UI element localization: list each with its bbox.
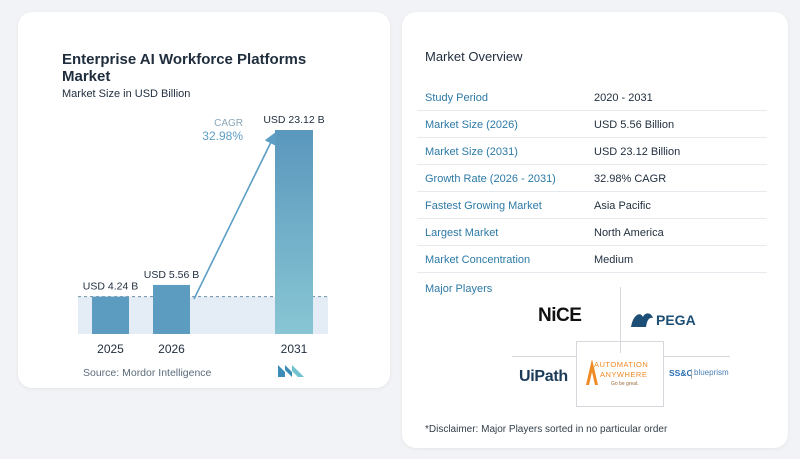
overview-value: USD 23.12 Billion bbox=[594, 146, 681, 158]
grid-divider bbox=[620, 287, 621, 353]
nice-logo: NiCE bbox=[538, 305, 582, 326]
bar-2026 bbox=[153, 284, 190, 334]
major-players-title: Major Players bbox=[425, 283, 493, 295]
overview-label: Market Concentration bbox=[425, 254, 531, 266]
ssc-logo: SS&C bbox=[669, 368, 693, 378]
pega-logo: PEGA bbox=[656, 312, 696, 328]
bar-2031 bbox=[275, 130, 313, 334]
bar-2025 bbox=[92, 296, 129, 334]
tick-label-2031: 2031 bbox=[281, 342, 308, 356]
automation-anywhere-line2: ANYWHERE bbox=[600, 370, 648, 379]
overview-label: Fastest Growing Market bbox=[425, 200, 542, 212]
overview-label: Study Period bbox=[425, 92, 488, 104]
data-label-2026: USD 5.56 B bbox=[144, 269, 199, 281]
grid-cell-border bbox=[576, 341, 664, 407]
automation-anywhere-tagline: Go be great. bbox=[611, 381, 639, 387]
overview-label: Growth Rate (2026 - 2031) bbox=[425, 173, 556, 185]
chart-subtitle: Market Size in USD Billion bbox=[62, 88, 191, 100]
data-label-2031: USD 23.12 B bbox=[263, 114, 324, 126]
pega-logo-icon bbox=[631, 313, 653, 327]
data-label-2025: USD 4.24 B bbox=[83, 281, 138, 293]
source-text: Source: Mordor Intelligence bbox=[83, 367, 212, 379]
blueprism-logo: blueprism bbox=[694, 368, 729, 377]
ssc-divider bbox=[691, 369, 692, 379]
overview-label: Market Size (2026) bbox=[425, 119, 518, 131]
overview-label: Market Size (2031) bbox=[425, 146, 518, 158]
disclaimer: *Disclaimer: Major Players sorted in no … bbox=[425, 424, 668, 435]
overview-row: Growth Rate (2026 - 2031) 32.98% CAGR bbox=[417, 165, 767, 192]
grid-divider bbox=[664, 356, 730, 357]
overview-row: Market Size (2026) USD 5.56 Billion bbox=[417, 111, 767, 138]
overview-row: Study Period 2020 - 2031 bbox=[417, 84, 767, 111]
bar-chart: USD 4.24 B 2025 USD 5.56 B 2026 USD 23.12 B 2… bbox=[78, 114, 328, 356]
overview-value: 2020 - 2031 bbox=[594, 92, 653, 104]
overview-title: Market Overview bbox=[425, 49, 523, 64]
tick-label-2026: 2026 bbox=[158, 342, 185, 356]
overview-row: Largest Market North America bbox=[417, 219, 767, 246]
overview-row: Market Size (2031) USD 23.12 Billion bbox=[417, 138, 767, 165]
grid-divider bbox=[512, 356, 576, 357]
tick-label-2025: 2025 bbox=[97, 342, 124, 356]
cagr-arrow bbox=[193, 131, 277, 300]
automation-anywhere-logo-icon bbox=[586, 359, 598, 385]
overview-value: 32.98% CAGR bbox=[594, 173, 667, 185]
overview-value: North America bbox=[594, 227, 664, 239]
cagr-value: 32.98% bbox=[202, 129, 243, 143]
overview-row: Fastest Growing Market Asia Pacific bbox=[417, 192, 767, 219]
mordor-logo-icon bbox=[278, 365, 304, 377]
overview-value: Medium bbox=[594, 254, 634, 266]
overview-row: Market Concentration Medium bbox=[417, 246, 767, 273]
overview-value: USD 5.56 Billion bbox=[594, 119, 675, 131]
uipath-logo: UiPath bbox=[519, 368, 568, 385]
overview-label: Largest Market bbox=[425, 227, 499, 239]
chart-title: Enterprise AI Workforce Platforms Market bbox=[62, 51, 307, 85]
overview-value: Asia Pacific bbox=[594, 200, 651, 212]
cagr-label: CAGR bbox=[214, 118, 243, 129]
automation-anywhere-line1: AUTOMATION bbox=[594, 360, 649, 369]
